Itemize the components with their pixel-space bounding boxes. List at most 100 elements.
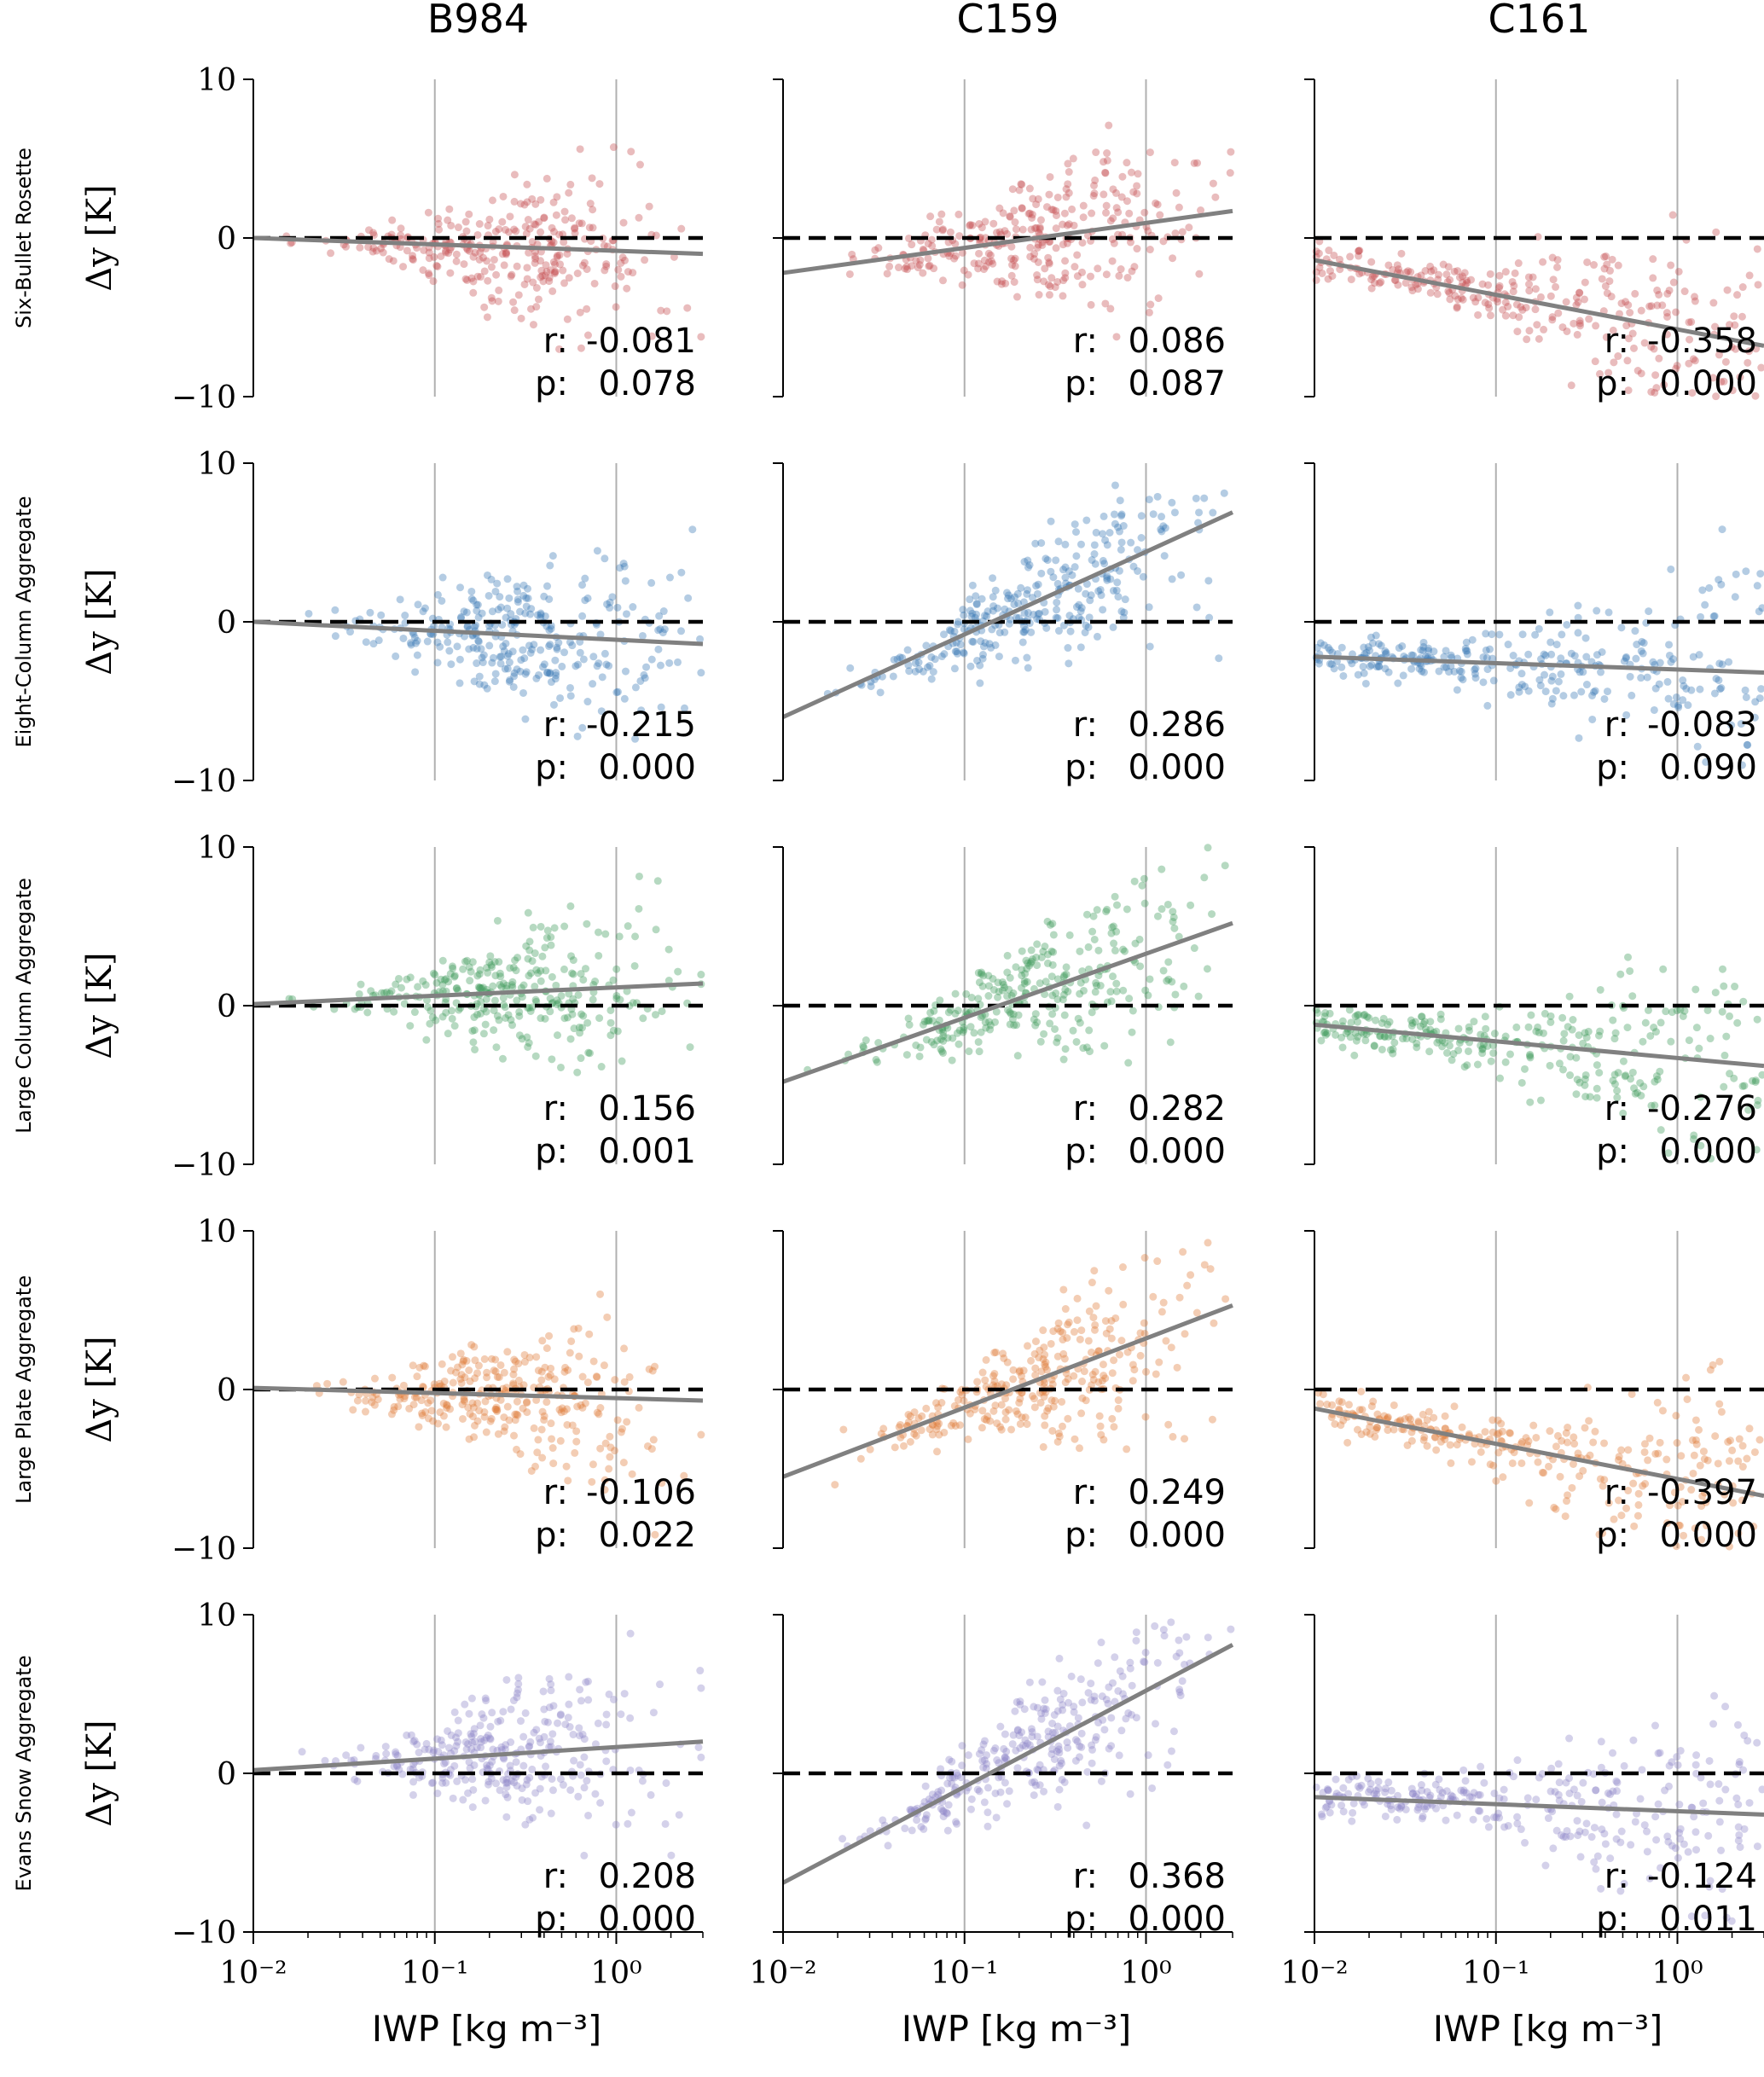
scatter-point [987,257,995,265]
scatter-point [955,1026,964,1035]
scatter-point [521,715,530,723]
scatter-point [1560,1030,1569,1038]
scatter-point [1488,630,1496,639]
scatter-point [1407,1428,1416,1436]
scatter-point [945,1755,954,1764]
scatter-point [1539,258,1547,266]
p-label: p: [535,1132,568,1171]
scatter-point [1144,991,1152,1000]
scatter-point [1123,197,1131,206]
scatter-point [552,671,560,680]
scatter-point [1665,1761,1674,1770]
scatter-point [998,978,1007,986]
scatter-point [539,277,548,286]
scatter-point [1730,312,1738,321]
scatter-point [937,1045,945,1053]
scatter-points [823,481,1228,698]
scatter-point [1172,189,1181,197]
scatter-point [446,1405,455,1413]
scatter-point [406,1022,415,1030]
scatter-point [649,1709,658,1717]
scatter-point [503,604,512,612]
scatter-point [1598,275,1606,283]
scatter-point [430,1380,438,1389]
scatter-point [540,1412,548,1420]
scatter-point [1125,209,1134,218]
r-label: r: [1604,1473,1629,1512]
scatter-point [1439,260,1448,269]
scatter-point [465,1366,473,1374]
scatter-point [1119,986,1128,995]
scatter-point [553,252,561,260]
scatter-point [982,1024,990,1032]
scatter-point [432,1016,440,1024]
scatter-point [991,1789,1000,1797]
scatter-point [1426,288,1435,297]
scatter-point [461,957,469,966]
scatter-point [1221,862,1229,870]
scatter-point [965,1047,973,1056]
scatter-point [1416,1022,1425,1030]
scatter-point [1357,1387,1366,1395]
scatter-point [1407,1784,1416,1793]
scatter-point [1645,1434,1654,1442]
scatter-point [1509,311,1517,320]
scatter-point [488,658,496,667]
scatter-point [588,174,596,183]
scatter-point [928,241,937,250]
scatter-point [1065,567,1073,576]
scatter-point [1399,1035,1407,1043]
scatter-point [1027,628,1036,636]
scatter-point [1012,225,1020,234]
scatter-point [508,981,516,989]
scatter-point [1427,267,1436,276]
scatter-point [438,1741,446,1749]
scatter-point [532,303,541,311]
scatter-point [357,980,365,989]
scatter-point [1030,1791,1038,1800]
scatter-point [1061,573,1070,582]
scatter-point [461,1700,469,1709]
scatter-point [523,275,531,283]
scatter-point [1090,1267,1099,1275]
scatter-point [1647,302,1656,310]
scatter-point [1042,978,1050,986]
scatter-point [1732,345,1740,353]
scatter-point [1645,1874,1654,1883]
scatter-point [924,240,932,248]
scatter-point [490,1007,498,1015]
scatter-point [1041,1709,1049,1717]
scatter-point [425,254,433,263]
scatter-point [457,1378,466,1387]
scatter-point [1089,912,1098,920]
scatter-point [1024,608,1032,617]
scatter-point [578,581,587,589]
scatter-point [1450,267,1459,276]
scatter-point [601,1476,609,1484]
scatter-point [1715,1357,1724,1366]
scatter-point [1408,1790,1417,1798]
scatter-point [1598,648,1606,657]
scatter-point [1413,1790,1421,1798]
scatter-point [1573,1817,1581,1825]
scatter-point [406,1765,415,1773]
scatter-point [518,1035,526,1043]
scatter-point [1551,1788,1559,1796]
scatter-point [1032,954,1041,962]
scatter-point [1672,364,1680,373]
scatter-point [1727,1917,1736,1925]
scatter-point [1090,1692,1099,1701]
scatter-point [1523,1794,1532,1802]
scatter-point [1546,1787,1555,1796]
scatter-point [1132,1628,1140,1637]
scatter-point [547,624,555,633]
scatter-point [579,1012,588,1020]
scatter-point [487,1355,496,1363]
scatter-point [1566,1832,1575,1841]
scatter-point [656,625,664,634]
scatter-point [1755,1436,1764,1444]
scatter-point [1453,686,1461,694]
scatter-point [890,655,898,664]
scatter-point [1692,1846,1701,1854]
scatter-point [1690,1813,1698,1821]
